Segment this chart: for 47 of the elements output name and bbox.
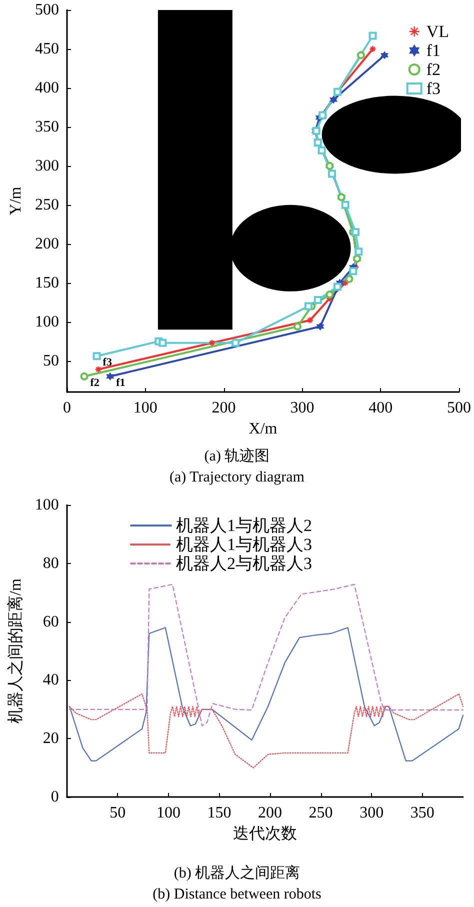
x-tick-label: 100 <box>156 804 180 822</box>
text: (a) Trajectory diagram <box>170 470 305 486</box>
legend-label: 机器人1与机器人3 <box>176 535 312 554</box>
x-tick-label: 500 <box>447 400 471 416</box>
y-tick-label: 500 <box>35 2 59 18</box>
x-tick-label: 150 <box>207 804 232 822</box>
y-tick-label: 400 <box>35 79 59 96</box>
text: (a) 轨迹图 <box>204 448 270 464</box>
x-tick-label: 200 <box>212 400 236 416</box>
x-tick-label: 200 <box>258 804 282 822</box>
y-tick-label: 150 <box>35 274 59 292</box>
text: (b) Distance between robots <box>152 886 322 902</box>
x-tick-label: 400 <box>368 400 393 416</box>
y-tick-label: 100 <box>34 496 59 514</box>
y-tick-label: 450 <box>35 40 59 58</box>
y-axis-title: 机器人之间的距离/m <box>6 578 24 724</box>
x-tick-label: 0 <box>63 400 71 416</box>
y-tick-label: 250 <box>35 196 59 214</box>
y-tick-label: 20 <box>42 730 59 748</box>
x-tick-label: 300 <box>360 804 384 822</box>
y-tick-label: 80 <box>42 554 59 572</box>
y-tick-label: 40 <box>42 672 59 689</box>
y-tick-label: 100 <box>35 313 59 330</box>
x-tick-label: 350 <box>410 804 434 822</box>
legend-label: f1 <box>426 41 441 60</box>
y-tick-label: 0 <box>50 788 59 806</box>
x-tick-label: 100 <box>133 400 158 416</box>
y-axis-title: Y/m <box>8 186 25 216</box>
text: (b) 机器人之间距离 <box>174 864 300 882</box>
legend-label: VL <box>426 22 450 41</box>
y-tick-label: 350 <box>35 118 59 136</box>
legend-label: f3 <box>426 79 441 98</box>
x-axis-title: 迭代次数 <box>232 824 297 842</box>
annotation: f1 <box>116 376 126 389</box>
legend-label: 机器人2与机器人3 <box>176 554 312 573</box>
x-axis-title: X/m <box>248 420 278 438</box>
x-tick-label: 50 <box>110 804 126 822</box>
annotation: f3 <box>102 356 112 369</box>
annotation: f2 <box>90 376 100 389</box>
legend-label: 机器人1与机器人2 <box>176 516 312 535</box>
y-tick-label: 300 <box>35 157 59 174</box>
y-tick-label: 60 <box>42 613 59 630</box>
legend-label: f2 <box>426 60 441 79</box>
y-tick-label: 200 <box>35 235 59 252</box>
x-tick-label: 250 <box>308 804 333 822</box>
x-tick-label: 300 <box>290 400 314 416</box>
y-tick-label: 50 <box>43 352 59 370</box>
